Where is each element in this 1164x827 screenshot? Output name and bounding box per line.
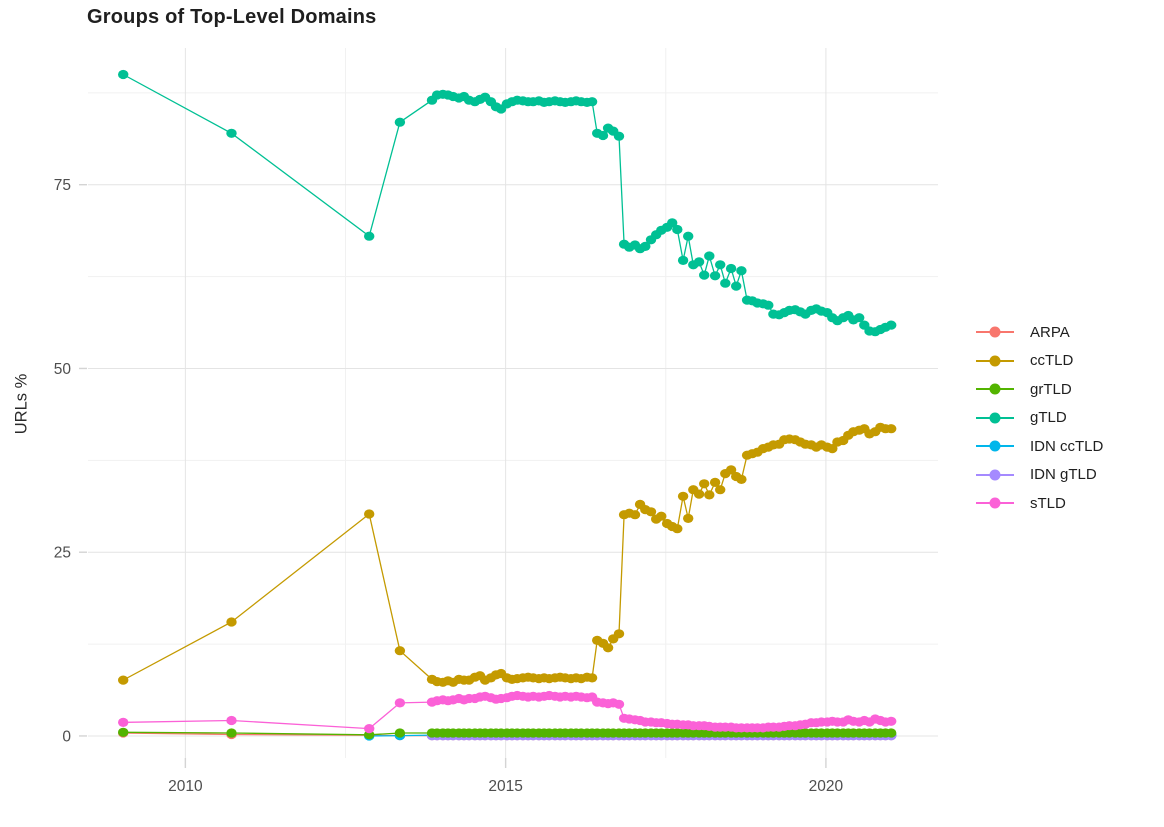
legend-swatch-IDN ccTLD (976, 440, 1014, 452)
legend-label: ccTLD (1030, 352, 1074, 369)
legend-dot-icon (989, 469, 1001, 480)
gridlines-major (88, 48, 938, 758)
series-points-sTLD (118, 690, 897, 734)
legend-label: grTLD (1030, 380, 1072, 398)
x-axis-labels: 2010 2015 2020 (168, 778, 843, 795)
series-gTLD (118, 69, 897, 337)
legend-swatch-grTLD (976, 383, 1014, 395)
legend-label: sTLD (1030, 494, 1066, 512)
gridlines-minor (88, 48, 938, 758)
legend-dot-icon (989, 497, 1001, 509)
series-grTLD (118, 727, 897, 740)
series-line-gTLD (122, 73, 892, 333)
legend-dot-icon (989, 383, 1001, 395)
legend-label: IDN ccTLD (1030, 437, 1104, 455)
series-points-gTLD (118, 69, 897, 337)
x-tick-label: 2010 (168, 778, 203, 795)
legend-swatch-IDN gTLD (976, 469, 1014, 481)
chart-title: Groups of Top-Level Domains (87, 6, 377, 28)
legend-swatch-ccTLD (976, 355, 1014, 367)
x-tick-label: 2020 (809, 778, 844, 795)
legend-dot-icon (989, 326, 1001, 338)
legend-item-sTLD: sTLD (976, 492, 1103, 514)
legend-swatch-sTLD (976, 497, 1014, 509)
legend-item-ARPA: ARPA (976, 321, 1103, 343)
y-tick-label: 25 (54, 545, 71, 562)
legend-item-IDN ccTLD: IDN ccTLD (976, 435, 1103, 457)
legend-dot-icon (989, 412, 1001, 423)
y-axis-labels: 0 25 50 75 (54, 177, 72, 745)
legend-item-IDN gTLD: IDN gTLD (976, 464, 1103, 486)
legend-item-gTLD: gTLD (976, 407, 1103, 429)
x-tick-label: 2015 (488, 778, 522, 795)
legend-item-ccTLD: ccTLD (976, 350, 1103, 372)
legend: ARPA ccTLD grTLD gTLD IDN ccTLD IDN gTLD sTLD (976, 321, 1103, 514)
legend-label: gTLD (1030, 409, 1067, 426)
legend-label: IDN gTLD (1030, 466, 1097, 483)
series-sTLD (118, 690, 897, 734)
series-points-grTLD (118, 727, 897, 740)
series-ccTLD (118, 422, 897, 687)
y-tick-label: 50 (54, 361, 72, 378)
y-tick-label: 0 (62, 728, 71, 745)
y-tick-label: 75 (54, 177, 71, 194)
legend-swatch-gTLD (976, 412, 1014, 424)
legend-swatch-ARPA (976, 326, 1014, 338)
legend-item-grTLD: grTLD (976, 378, 1103, 400)
legend-dot-icon (989, 440, 1001, 452)
legend-label: ARPA (1030, 323, 1070, 341)
series-points-ccTLD (118, 422, 897, 687)
legend-dot-icon (989, 355, 1001, 366)
axis-ticks (79, 184, 827, 768)
